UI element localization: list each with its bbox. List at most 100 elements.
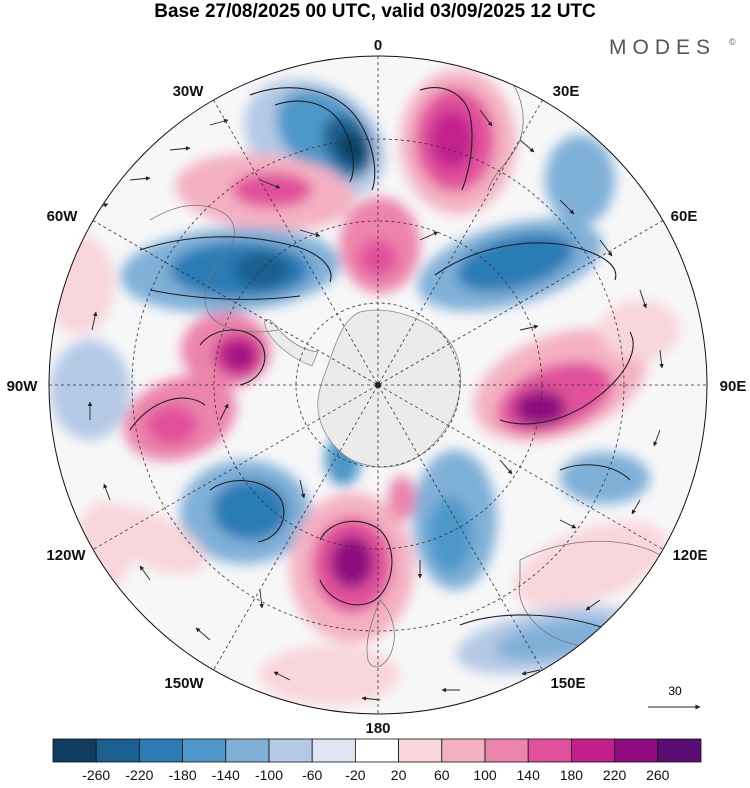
wind-vector <box>129 176 151 181</box>
label-lon-150e: 150E <box>550 675 585 692</box>
southern-ocean-low-core <box>428 497 472 573</box>
colorbar-box <box>138 738 183 763</box>
meridian-line <box>92 220 664 550</box>
wind-vector <box>299 479 306 499</box>
label-lon-150w: 150W <box>164 675 204 692</box>
meridian-line <box>213 99 543 671</box>
colorbar-box <box>527 738 572 763</box>
south-pole-marker <box>375 382 381 388</box>
colorbar-tick-label: -20 <box>345 767 365 783</box>
contour-line <box>559 464 631 481</box>
south-atlantic-high-core <box>430 110 474 170</box>
graticule <box>49 56 707 714</box>
meridian-labels: 0 30E 60E 90E 120E 150E 180 150W 120W 90… <box>7 37 747 737</box>
colorbar-tick-label: -220 <box>125 767 153 783</box>
colorbar-tick-label: 60 <box>434 767 450 783</box>
contour-line <box>419 87 473 191</box>
wind-vector <box>479 109 493 127</box>
australia-high <box>513 521 667 609</box>
west-pink-patch <box>49 235 114 335</box>
wind-vector <box>659 349 664 369</box>
wind-vector <box>653 429 661 447</box>
colorbar-box <box>268 738 313 763</box>
wind-vector <box>559 519 577 529</box>
label-lon-60w: 60W <box>47 208 79 225</box>
wind-vector <box>209 118 229 126</box>
height-contours <box>129 87 634 631</box>
colorbar-box <box>354 738 399 763</box>
new-zealand-coast <box>366 599 395 668</box>
colorbar-tick-label: 220 <box>603 767 627 783</box>
contour-line <box>319 520 393 606</box>
latitude-circle <box>131 138 625 632</box>
contour-line <box>129 397 206 431</box>
colorbar-box <box>311 738 356 763</box>
colorbar: -260 -220 -180 -140 -100 -60 -20 20 60 100 140 180 2… <box>52 738 702 783</box>
wind-vector <box>273 671 291 681</box>
contour-line <box>209 480 285 543</box>
indian-ocean-low-core <box>456 232 574 292</box>
label-lon-30w: 30W <box>173 83 205 100</box>
wind-vector <box>361 696 381 701</box>
wind-vector <box>639 289 647 309</box>
colorbar-tick-label: -140 <box>212 767 240 783</box>
map-disk <box>48 55 708 715</box>
wind-vector <box>195 627 211 641</box>
colorbar-box <box>225 738 270 763</box>
contour-line <box>274 100 354 183</box>
colorbar-tick-label: -260 <box>82 767 110 783</box>
south-pacific-low-core <box>212 480 288 540</box>
pacific-high-core <box>330 536 374 588</box>
wind-vector <box>419 231 439 241</box>
label-lon-180: 180 <box>365 720 390 737</box>
ross-high <box>388 476 416 520</box>
amundsen-low <box>50 340 130 440</box>
colorbar-tick-label: -60 <box>302 767 322 783</box>
colorbar-box <box>657 738 702 763</box>
colorbar-tick-label: -100 <box>255 767 283 783</box>
wind-vector <box>299 229 321 237</box>
label-lon-120e: 120E <box>672 547 707 564</box>
brand-mark: © <box>729 37 736 47</box>
reference-vector: 30 <box>648 684 701 710</box>
south-pink-patch <box>260 645 400 705</box>
contour-line <box>434 242 617 281</box>
colorbar-box <box>571 738 616 763</box>
wind-vector <box>599 239 613 257</box>
wind-vector <box>91 311 98 331</box>
wind-vectors <box>87 109 664 701</box>
label-lon-120w: 120W <box>46 547 86 564</box>
wind-vector <box>103 483 111 501</box>
label-lon-60e: 60E <box>671 208 698 225</box>
south-america-coast <box>149 205 279 333</box>
southwest-pink-patch <box>77 501 133 589</box>
colorbar-box <box>182 738 227 763</box>
anomaly-field <box>49 56 707 714</box>
contour-line <box>199 329 266 386</box>
indian-ocean-low-east <box>545 135 615 225</box>
contour-line <box>149 289 301 300</box>
label-lon-90e: 90E <box>720 378 747 395</box>
wind-vector <box>259 589 264 609</box>
southern-ocean-low-east <box>560 452 650 504</box>
modes-logo: MODES © <box>609 36 736 59</box>
weddell-high-core <box>358 240 398 276</box>
south-america-low-core <box>234 252 290 288</box>
meridian-line <box>92 220 664 550</box>
colorbar-boxes <box>52 738 702 763</box>
brand-name: MODES <box>609 36 716 59</box>
colorbar-box <box>484 738 529 763</box>
colorbar-tick-label: 100 <box>473 767 497 783</box>
contour-line <box>499 331 634 425</box>
wind-vector <box>521 669 541 676</box>
colorbar-tick-label: -180 <box>169 767 197 783</box>
indian-ocean-high-east <box>600 300 680 360</box>
colorbar-box <box>52 738 97 763</box>
colorbar-tick-label: 20 <box>391 767 407 783</box>
indian-ocean-high-core <box>514 390 566 426</box>
subpolar-high-band-core <box>232 172 312 208</box>
wind-vector <box>559 199 575 215</box>
southeast-pacific-high-core <box>146 405 198 445</box>
